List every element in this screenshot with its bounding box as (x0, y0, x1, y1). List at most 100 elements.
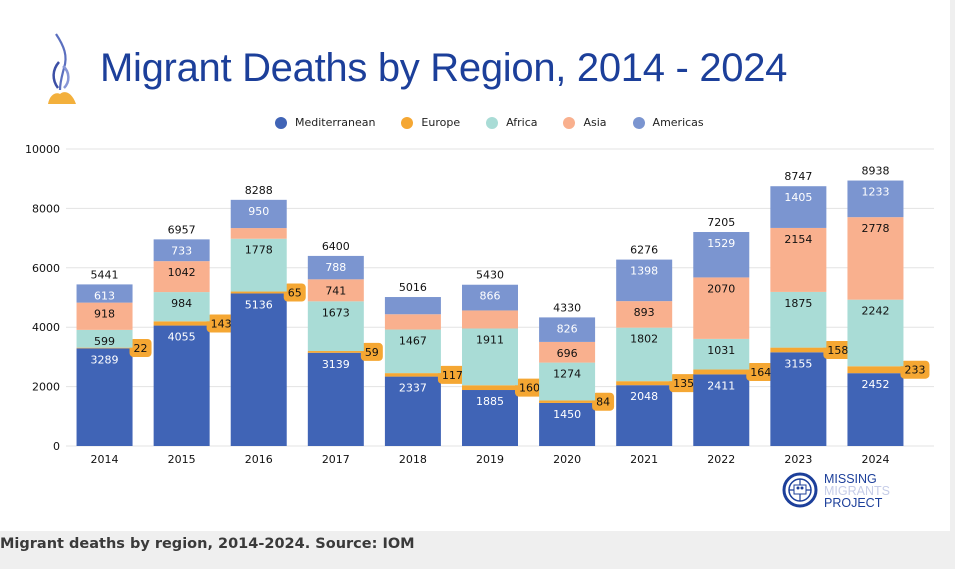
bar-segment-europe (462, 385, 518, 391)
bar-segment-europe (847, 366, 904, 374)
data-label-africa: 1778 (245, 244, 273, 257)
y-tick-label: 2000 (32, 381, 60, 394)
europe-value-badge (900, 360, 930, 379)
legend-item-americas[interactable]: Americas (632, 116, 704, 129)
data-label-asia: 2070 (707, 282, 735, 295)
data-label-europe: 59 (365, 346, 379, 359)
total-label: 5430 (476, 269, 504, 282)
legend-label: Europe (421, 116, 461, 129)
bar-segment-africa (307, 301, 364, 352)
legend-item-europe[interactable]: Europe (401, 116, 460, 129)
bar-segment-europe (153, 321, 210, 326)
legend: Mediterranean Europe Africa Asia America… (275, 116, 730, 129)
data-label-asia: 696 (557, 347, 578, 360)
bar-segment-europe (616, 381, 673, 386)
data-label-mediterranean: 1885 (476, 395, 504, 408)
europe-value-badge (746, 362, 776, 381)
data-label-africa: 1802 (630, 333, 658, 346)
europe-value-badge (592, 392, 615, 411)
data-label-europe: 65 (288, 286, 302, 299)
bar-segment-americas (693, 232, 750, 278)
bar-segment-americas (76, 284, 133, 303)
data-label-americas: 1405 (784, 191, 812, 204)
total-label: 7205 (707, 216, 735, 229)
legend-item-asia[interactable]: Asia (563, 116, 607, 129)
bar-segment-mediterranean (539, 402, 596, 446)
data-label-americas: 613 (94, 289, 115, 302)
total-label: 4330 (553, 301, 581, 314)
logo-line-project: PROJECT (824, 496, 883, 510)
x-tick-label: 2017 (322, 453, 350, 466)
europe-value-badge (129, 338, 152, 357)
data-label-europe: 143 (211, 317, 232, 330)
bar-segment-asia (770, 227, 827, 292)
bar-segment-asia (693, 277, 750, 339)
data-label-asia: 893 (634, 306, 655, 319)
bar-segment-americas (153, 239, 210, 262)
data-label-europe: 84 (596, 396, 610, 409)
data-label-africa: 599 (94, 335, 115, 348)
data-label-mediterranean: 4055 (168, 331, 196, 344)
data-label-americas: 1398 (630, 265, 658, 278)
legend-label: Mediterranean (295, 116, 376, 129)
legend-swatch-mediterranean (275, 116, 287, 129)
bar-segment-americas (616, 259, 673, 302)
bar-segment-mediterranean (76, 348, 133, 446)
total-label: 8747 (784, 170, 812, 183)
x-tick-label: 2019 (476, 453, 504, 466)
legend-swatch-asia (563, 116, 576, 129)
bar-segment-asia (76, 302, 133, 330)
bar-segment-africa (539, 362, 596, 401)
y-tick-label: 0 (53, 440, 60, 453)
data-label-europe: 233 (904, 364, 925, 377)
data-label-americas: 1529 (707, 237, 735, 250)
bar-segment-europe (539, 400, 596, 403)
europe-value-badge (206, 314, 236, 333)
bar-segment-americas (770, 186, 827, 228)
total-label: 8938 (861, 165, 889, 178)
legend-item-africa[interactable]: Africa (486, 116, 537, 129)
data-label-asia: 2778 (861, 222, 889, 235)
data-label-mediterranean: 3289 (91, 353, 119, 366)
y-tick-label: 8000 (32, 202, 60, 215)
total-label: 6400 (322, 240, 350, 253)
bar-segment-africa (693, 338, 750, 370)
bar-segment-mediterranean (770, 352, 827, 446)
bar-segment-europe (230, 291, 287, 294)
data-label-africa: 2242 (861, 305, 889, 318)
x-axis: 2014 2015 2016 2017 2018 2019 2020 2021 2022 2023… (91, 453, 890, 466)
data-label-africa: 1875 (784, 297, 812, 310)
chart-title: Migrant Deaths by Region, 2014 - 2024 (100, 46, 788, 90)
x-tick-label: 2014 (91, 453, 119, 466)
x-tick-label: 2016 (245, 453, 273, 466)
bar-segment-asia (539, 341, 596, 363)
data-label-asia: 1042 (168, 266, 196, 279)
data-label-americas: 1233 (861, 186, 889, 199)
bar-segment-asia (616, 301, 673, 328)
x-tick-label: 2023 (784, 453, 812, 466)
logo-line-migrants: MIGRANTS (824, 484, 890, 498)
logo-line-missing: MISSING (824, 472, 877, 486)
data-label-mediterranean: 2337 (399, 382, 427, 395)
data-label-africa: 984 (171, 297, 192, 310)
bar-segment-americas (462, 284, 518, 311)
bar-segment-mediterranean (307, 352, 364, 446)
bar-segment-mediterranean (693, 374, 750, 446)
legend-item-mediterranean[interactable]: Mediterranean (275, 116, 375, 129)
bar-segment-mediterranean (847, 373, 904, 446)
bars: 3289 22 599 918 613 5441 4055 143 984 1042 733 6957… (76, 165, 930, 446)
x-tick-label: 2021 (630, 453, 658, 466)
x-tick-label: 2015 (168, 453, 196, 466)
missing-migrants-logo-text: MISSING MIGRANTS PROJECT (824, 472, 890, 510)
data-label-africa: 1467 (399, 335, 427, 348)
data-label-africa: 1673 (322, 306, 350, 319)
bar-segment-asia (230, 228, 287, 239)
europe-value-badge (669, 374, 699, 393)
y-tick-label: 4000 (32, 321, 60, 334)
bar-segment-europe (307, 351, 364, 353)
legend-swatch-americas (632, 116, 645, 129)
data-label-africa: 1274 (553, 368, 581, 381)
data-label-asia: 741 (325, 284, 346, 297)
legend-label: Americas (652, 116, 704, 129)
bar-segment-mediterranean (230, 293, 287, 446)
